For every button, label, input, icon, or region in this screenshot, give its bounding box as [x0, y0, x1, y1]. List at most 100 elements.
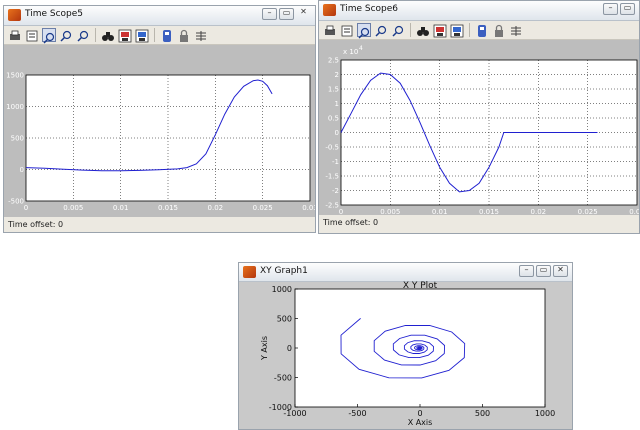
- y-exponent-power: 4: [359, 45, 363, 52]
- maximize-button[interactable]: ▭: [536, 265, 551, 277]
- scope-toolbar: [319, 21, 639, 40]
- matlab-icon: [8, 9, 21, 21]
- x-tick-label: 0: [24, 204, 28, 212]
- zoom-x-button[interactable]: [374, 23, 388, 37]
- restore-axes-button[interactable]: [450, 23, 464, 38]
- floating-scope-icon: [163, 30, 171, 42]
- binoculars-icon: [102, 32, 114, 41]
- close-button[interactable]: ✕: [296, 7, 311, 20]
- restore-axes-icon: [135, 29, 149, 43]
- status-bar: Time offset: 0: [4, 217, 315, 232]
- y-tick-label: -0.5: [325, 144, 339, 152]
- x-tick-label: 0.025: [253, 204, 273, 212]
- minimize-button[interactable]: –: [519, 265, 534, 277]
- zoom-button[interactable]: [42, 28, 56, 44]
- spiral-line: [340, 318, 466, 379]
- floating-scope-icon: [478, 25, 486, 37]
- minimize-icon: –: [524, 265, 529, 274]
- signal-selection-button[interactable]: [194, 28, 208, 42]
- maximize-icon: ▭: [539, 265, 548, 274]
- zoom-y-button[interactable]: [76, 28, 90, 42]
- x-tick-label: -500: [348, 409, 366, 418]
- x-tick-label: 0.02: [531, 208, 547, 215]
- zoom-x-icon: [375, 25, 387, 37]
- lock-icon: [495, 24, 503, 37]
- params-icon: [341, 25, 353, 37]
- matlab-icon: [243, 266, 256, 278]
- parameters-button[interactable]: [340, 23, 354, 37]
- minimize-button[interactable]: –: [603, 3, 618, 15]
- xy-chart: X Y Plot -1000 -500 0 500 1000 1000 500 0 -500 -10…: [260, 281, 555, 427]
- time-offset-label: Time offset: 0: [323, 218, 379, 227]
- restore-axes-button[interactable]: [135, 28, 149, 43]
- zoom-x-button[interactable]: [59, 28, 73, 42]
- save-axes-button[interactable]: [433, 23, 447, 38]
- title-bar[interactable]: Time Scope6 – ▭: [319, 1, 639, 21]
- x-tick-label: 0.005: [380, 208, 400, 215]
- y-tick-label: -1000: [269, 403, 292, 412]
- y-tick-label: 1500: [6, 72, 24, 80]
- y-tick-label: 1000: [6, 103, 24, 111]
- y-tick-label: 0: [20, 166, 24, 174]
- series-line: [25, 79, 273, 172]
- print-icon: [10, 30, 20, 40]
- close-button[interactable]: ✕: [553, 265, 568, 277]
- x-tick-label: 0.02: [208, 204, 224, 212]
- print-button[interactable]: [323, 23, 337, 37]
- x-tick-label: 0.03: [629, 208, 640, 215]
- minimize-icon: –: [608, 3, 613, 12]
- save-axes-icon: [118, 29, 132, 43]
- y-tick-label: 0.5: [328, 115, 339, 123]
- x-tick-label: 0.015: [479, 208, 499, 215]
- title-bar[interactable]: XY Graph1 – ▭ ✕: [239, 263, 572, 282]
- window-title: Time Scope5: [25, 9, 84, 19]
- zoom-icon: [358, 27, 370, 39]
- y-tick-label: -2: [332, 187, 339, 195]
- zoom-x-icon: [60, 30, 72, 42]
- maximize-button[interactable]: ▭: [279, 8, 294, 20]
- xy-graph-window: XY Graph1 – ▭ ✕ X Y Plot -1000 -500 0 500 100…: [238, 262, 573, 430]
- x-tick-label: -1000: [283, 409, 306, 418]
- autoscale-button[interactable]: [416, 23, 430, 37]
- floating-scope-button[interactable]: [160, 28, 174, 42]
- plot-title: X Y Plot: [403, 281, 438, 291]
- y-tick-label: 1000: [272, 285, 292, 294]
- window-title: Time Scope6: [340, 4, 399, 14]
- floating-scope-button[interactable]: [475, 23, 489, 37]
- parameters-button[interactable]: [25, 28, 39, 42]
- x-tick-label: 500: [475, 409, 490, 418]
- x-tick-label: 0.03: [302, 204, 316, 212]
- y-tick-label: 1.5: [328, 86, 339, 94]
- y-tick-label: 500: [277, 315, 292, 324]
- y-tick-label: 1: [335, 100, 339, 108]
- series-line: [340, 72, 598, 193]
- lock-axes-button[interactable]: [177, 28, 191, 42]
- y-axis-label: Y Axis: [260, 336, 269, 361]
- close-icon: ✕: [557, 265, 564, 274]
- zoom-button[interactable]: [357, 23, 371, 39]
- y-tick-label: 500: [11, 135, 24, 143]
- x-tick-label: 1000: [535, 409, 555, 418]
- zoom-y-button[interactable]: [391, 23, 405, 37]
- time-offset-label: Time offset: 0: [8, 220, 64, 229]
- maximize-button[interactable]: ▭: [620, 3, 635, 15]
- y-tick-label: 2: [335, 71, 339, 79]
- zoom-y-icon: [392, 25, 404, 37]
- autoscale-button[interactable]: [101, 28, 115, 42]
- signal-select-icon: [196, 31, 206, 41]
- scope6-chart: 0 0.005 0.01 0.015 0.02 0.025 0.03 2.5 2 1.5 1 0.5 0…: [325, 45, 640, 215]
- binoculars-icon: [417, 27, 429, 36]
- close-icon: ✕: [300, 7, 307, 16]
- minimize-icon: –: [267, 8, 272, 17]
- print-button[interactable]: [8, 28, 22, 42]
- y-tick-label: -1: [332, 158, 339, 166]
- lock-axes-button[interactable]: [492, 23, 506, 37]
- minimize-button[interactable]: –: [262, 8, 277, 20]
- title-bar[interactable]: Time Scope5 – ▭ ✕: [4, 6, 315, 26]
- time-scope5-window: Time Scope5 – ▭ ✕ 0 0.005 0.01 0.015 0.02 0.0…: [3, 5, 316, 233]
- y-tick-label: 2.5: [328, 57, 339, 65]
- maximize-icon: ▭: [623, 3, 632, 12]
- save-axes-button[interactable]: [118, 28, 132, 43]
- signal-selection-button[interactable]: [509, 23, 523, 37]
- x-tick-label: 0: [339, 208, 343, 215]
